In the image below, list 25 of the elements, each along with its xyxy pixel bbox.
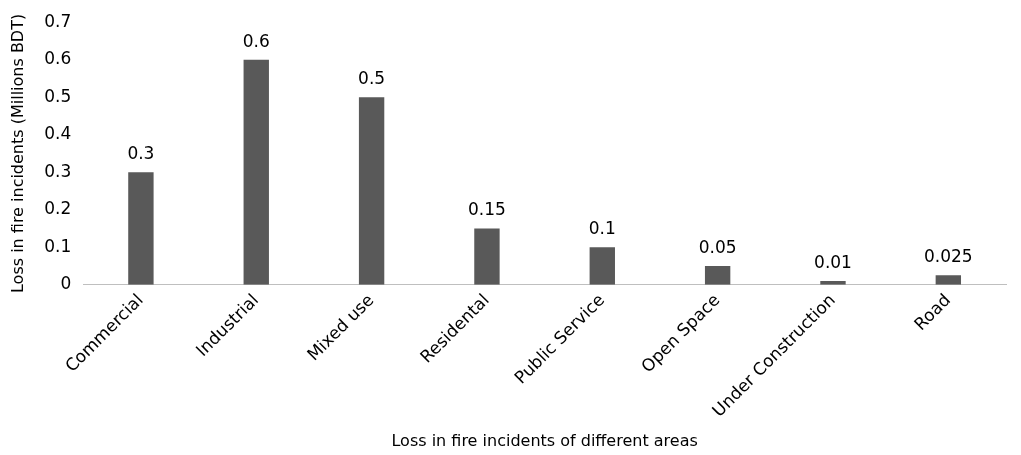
y-tick-label: 0 — [60, 273, 72, 294]
y-tick-label: 0.3 — [44, 160, 72, 181]
data-label: 0.025 — [923, 246, 973, 267]
y-tick-label: 0.1 — [44, 235, 72, 256]
bar — [474, 228, 500, 285]
data-label: 0.1 — [588, 218, 616, 239]
bar — [128, 172, 154, 285]
y-tick-label: 0.5 — [44, 85, 72, 106]
y-tick-label: 0.6 — [44, 48, 72, 69]
bar — [243, 59, 269, 285]
data-label: 0.05 — [698, 236, 737, 257]
bar — [589, 247, 615, 285]
data-label: 0.3 — [127, 143, 155, 164]
data-label: 0.01 — [814, 251, 852, 272]
y-tick-label: 0.7 — [44, 10, 72, 31]
data-label: 0.15 — [468, 199, 506, 220]
x-axis-title: Loss in fire incidents of different areas — [391, 430, 698, 450]
y-axis-title: Loss in fire incidents (Millions BDT) — [7, 13, 27, 294]
y-tick-label: 0.4 — [44, 123, 72, 144]
data-label: 0.6 — [242, 30, 270, 51]
data-label: 0.5 — [358, 68, 386, 89]
y-tick-label: 0.2 — [44, 198, 72, 219]
bar — [704, 265, 731, 285]
bar — [935, 275, 962, 285]
bar — [358, 97, 385, 285]
